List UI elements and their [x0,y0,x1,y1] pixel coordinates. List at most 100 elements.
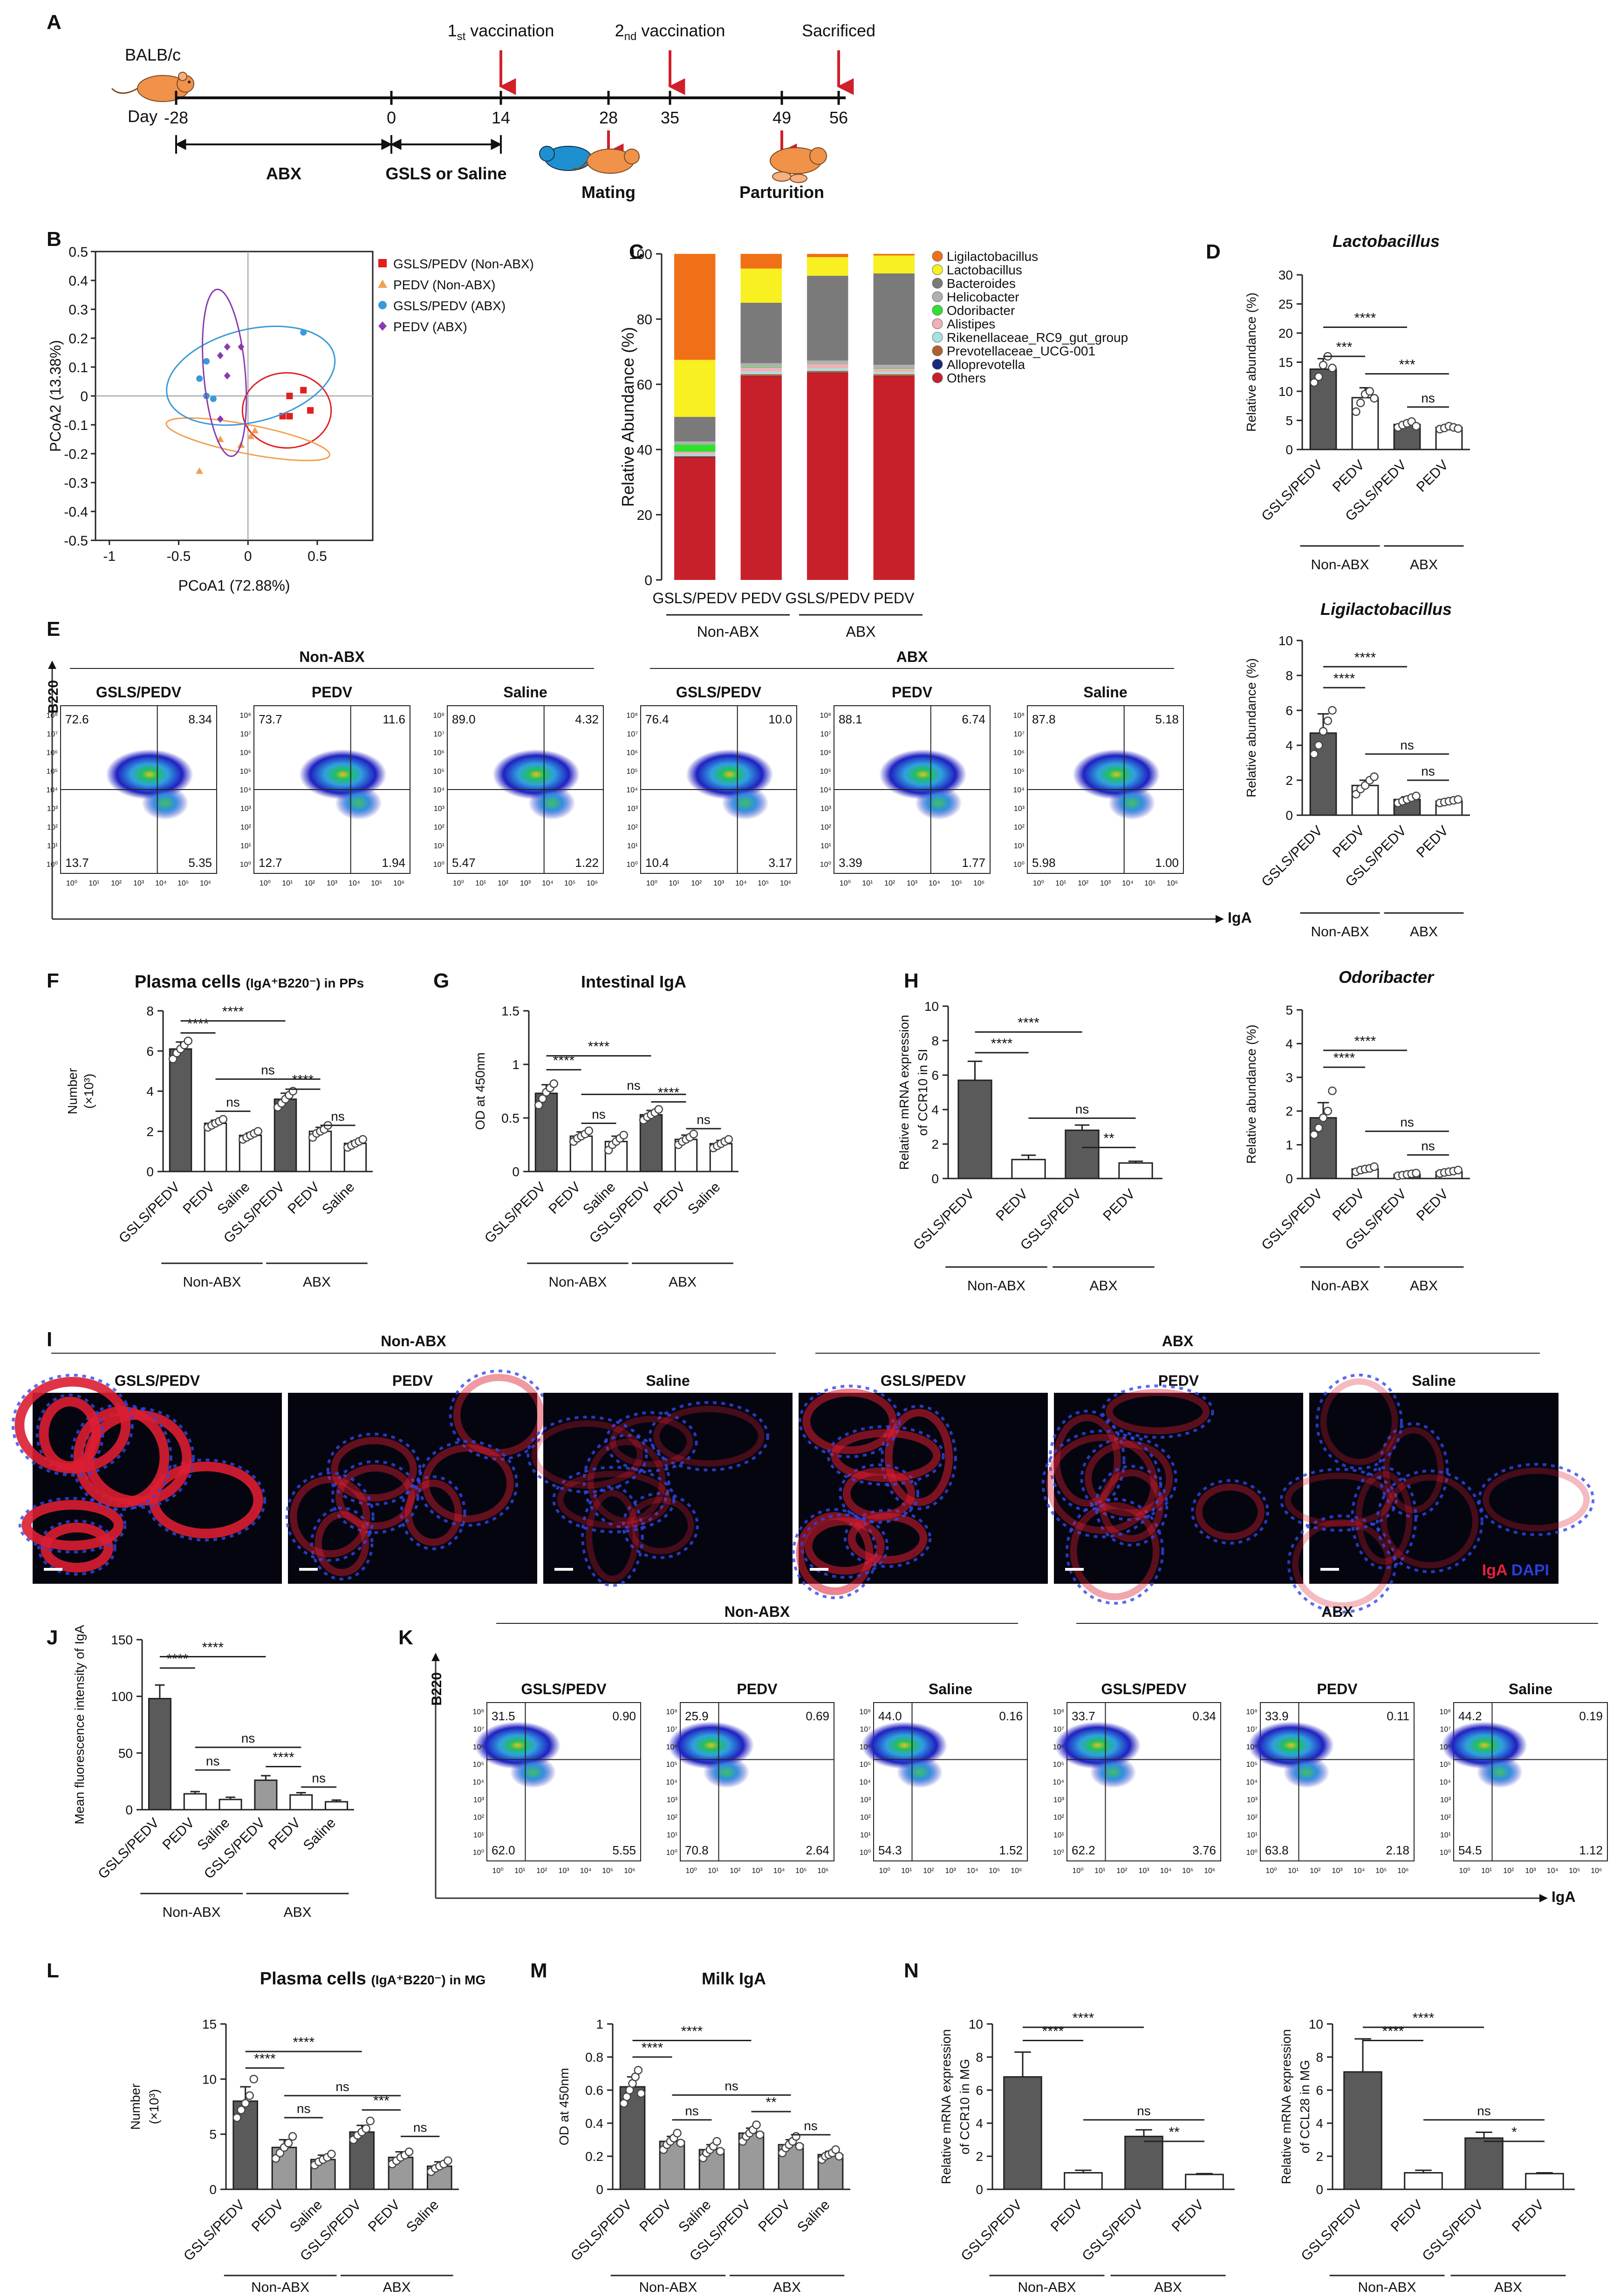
timeline-day-label: 28 [599,108,618,127]
significance-label: *** [1399,357,1415,373]
flow-x-tick-label: 10⁶ [780,879,791,887]
significance-label: **** [166,1651,188,1667]
milk-iga-chart: 0 0.2 0.4 0.6 0.8 1 OD at 450nm Milk IgA GSLS/PE… [557,1969,850,2295]
legend-marker [932,278,943,289]
y-tick-label: 8 [146,1004,154,1018]
quadrant-ul: 76.4 [645,712,669,726]
quadrant-ll: 13.7 [65,856,89,870]
y-tick-label: 10 [1278,384,1293,399]
flow-y-tick-label: 10⁵ [473,1761,484,1769]
iga-ring [804,1517,885,1575]
y-axis-label: Relative abundance (%) [1244,1025,1258,1164]
data-point [1314,1124,1323,1132]
category-label: PEDV [365,2197,403,2235]
significance-label: **** [991,1036,1013,1051]
quadrant-lr: 1.52 [999,1843,1023,1857]
dapi-ring [1094,1465,1169,1547]
flow-y-tick-label: 10⁰ [666,1849,677,1857]
series-ellipse [241,372,332,449]
significance-label: **** [293,2035,314,2050]
flow-x-tick-label: 10³ [752,1867,763,1875]
flow-y-tick-label: 10¹ [1014,842,1025,850]
legend-label: Others [947,371,986,385]
flow-density-secondary [1090,1756,1136,1788]
data-point [184,1036,193,1045]
data-point [238,343,245,351]
data-point [224,372,231,380]
significance-label: ns [206,1754,220,1768]
category-label: Saline [287,2197,325,2235]
quadrant-ur: 5.18 [1155,712,1179,726]
timeline-ticks: -28 0 14 28 35 49 56 [164,91,848,127]
odoribacter-chart: 0 1 2 3 4 5 Relative abundance (%) Odoribacter G… [1244,967,1470,1294]
flow-y-tick-label: 10¹ [667,1831,677,1839]
quadrant-ul: 44.2 [1458,1709,1482,1723]
y-tick-label: 0.8 [585,2050,603,2064]
y-tick-label: 3 [1285,1070,1293,1085]
legend-label: Rikenellaceae_RC9_gut_group [947,330,1128,345]
y-axis-label: Relative mRNA expression [897,1015,911,1170]
flow-y-tick-label: 10³ [434,805,445,813]
flow-plot-title: GSLS/PEDV [1101,1681,1187,1697]
data-point [1365,387,1374,396]
significance-label: **** [292,1072,314,1088]
category-label: GSLS/PEDV [95,1815,162,1882]
significance-label: ns [1400,1115,1414,1130]
flow-x-tick-label: 10⁰ [66,879,77,887]
category-label: PEDV [249,2197,287,2235]
flow-x-tick-label: 10⁵ [1144,879,1155,887]
data-point [217,352,224,360]
data-point [1356,398,1365,408]
y-tick-label: 8 [976,2050,983,2064]
bar [1124,2135,1163,2190]
flow-x-tick-label: 10⁴ [349,879,360,887]
flow-plot-title: PEDV [1317,1681,1358,1697]
y-axis-label-line2: of CCR10 in MG [957,2059,972,2154]
category-label: PEDV [650,1179,688,1217]
category-label: GSLS/PEDV [1298,2197,1365,2264]
flow-x-tick-label: 10¹ [669,879,679,887]
flow-x-axis-label: IgA [1228,909,1252,926]
stacked-segment [740,254,782,269]
timeline-day-label: 49 [772,108,791,127]
bar [183,1793,207,1811]
data-point [534,1101,543,1110]
significance-label: ns [297,2101,311,2116]
flow-density-secondary [528,786,575,820]
iga-ring [842,1467,916,1520]
data-point [286,413,293,420]
flow-x-tick-label: 10⁴ [1160,1867,1172,1875]
flow-y-tick-label: 10² [1014,824,1025,831]
legend-marker [932,264,943,275]
category-label: GSLS/PEDV [786,590,870,606]
dapi-ring [18,1497,127,1553]
scale-bar [44,1568,62,1571]
flow-y-tick-label: 10⁶ [820,749,831,757]
category-label: PEDV [1100,1186,1138,1224]
flow-x-tick-label: 10⁵ [758,879,769,887]
y-tick-label: 10 [924,999,939,1014]
data-point [241,2099,250,2108]
flow-x-tick-label: 10⁰ [879,1867,890,1875]
category-label: PEDV [1388,2197,1426,2235]
group-label: ABX [846,623,875,640]
flow-x-tick-label: 10⁰ [260,879,271,887]
flow-x-tick-label: 10⁴ [1353,1867,1365,1875]
y-axis-label: Relative Abundance (%) [618,327,637,507]
stacked-segment [740,371,782,375]
y-tick-label: 15 [202,2017,217,2031]
flow-y-tick-label: 10⁵ [820,768,831,776]
data-point [584,1126,594,1135]
stacked-segment [674,417,716,442]
y-tick-label: 15 [1278,355,1293,370]
bar [1309,1117,1337,1179]
stacked-segment [740,367,782,368]
data-point [792,2132,800,2141]
data-point [1319,361,1328,369]
y-tick-label: 1 [596,2017,603,2031]
flow-y-tick-label: 10³ [240,805,252,813]
data-point [1454,1165,1463,1175]
significance-label: **** [1333,671,1355,686]
interval-label: ABX [266,164,301,183]
pp-plasma-cells-chart: 0 2 4 6 8 Number (×10³) Plasma cells (IgA⁺B220⁻… [65,972,373,1290]
